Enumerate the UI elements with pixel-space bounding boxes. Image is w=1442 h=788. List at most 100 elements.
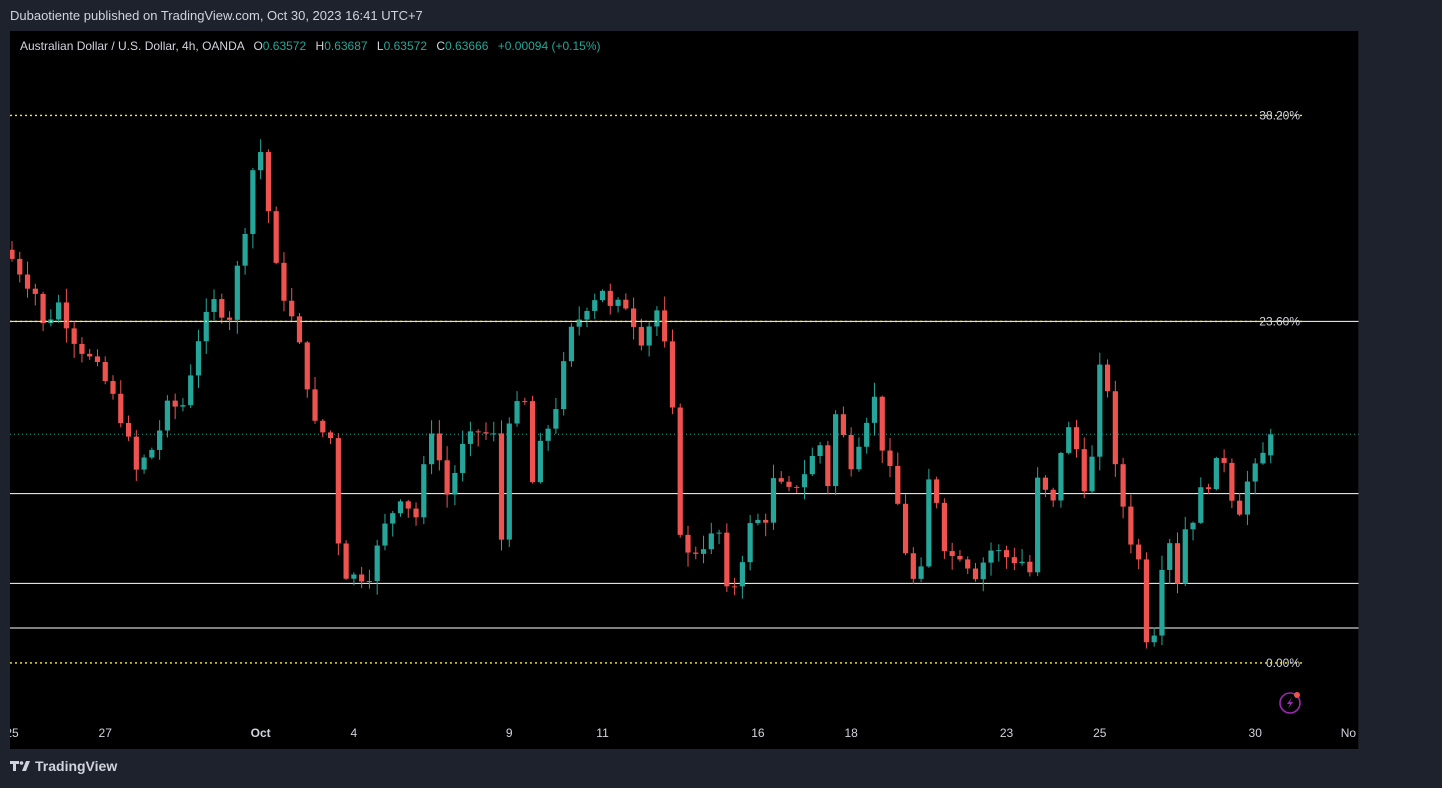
candle-body [1182, 529, 1188, 584]
candle-body [102, 361, 108, 382]
candle-body [188, 375, 194, 406]
candle-body [1198, 487, 1204, 523]
candle-body [1167, 543, 1173, 570]
candle-body [662, 310, 668, 342]
candle-body [56, 302, 62, 320]
candle-body [1112, 391, 1118, 465]
candle-body [390, 513, 396, 524]
candle-body [514, 401, 520, 424]
candle-body [180, 405, 186, 407]
candle-body [452, 472, 458, 495]
candle-body [164, 400, 170, 431]
candle-body [467, 431, 474, 444]
candle-body [825, 445, 831, 487]
candle-body [359, 574, 365, 582]
candle-body [1003, 550, 1010, 558]
candle-body [677, 407, 683, 535]
low-value: 0.63572 [383, 39, 427, 53]
candle-body [592, 300, 598, 311]
candle-body [110, 381, 116, 394]
candle-body [157, 430, 163, 450]
candle-body [910, 553, 916, 579]
candle-body [498, 433, 505, 540]
candle-body [934, 479, 940, 503]
candle-body [281, 262, 287, 301]
candle-body [265, 152, 272, 212]
candle-body [755, 519, 761, 524]
candle-body [87, 353, 93, 357]
change-value: +0.00094 (+0.15%) [497, 39, 601, 53]
candle-body [234, 265, 240, 320]
x-tick-label: 27 [99, 726, 113, 740]
candle-body [1143, 559, 1150, 643]
candle-body [553, 409, 559, 429]
candle-body [747, 523, 753, 563]
candle-body [809, 455, 815, 475]
open-value: 0.63572 [262, 39, 307, 53]
candle-body [436, 433, 442, 461]
candle-body [965, 559, 971, 569]
chart-area[interactable]: 0.654000.652000.650000.648000.646000.644… [10, 31, 1359, 749]
candle-body [17, 258, 23, 275]
x-tick-label: 23 [1000, 726, 1014, 740]
candle-body [996, 550, 1002, 552]
candle-body [988, 550, 994, 563]
candle-body [118, 393, 124, 424]
candle-body [327, 432, 334, 439]
publisher-line: Dubaotiente published on TradingView.com… [10, 8, 423, 23]
candle-body [700, 549, 707, 554]
candle-body [1058, 452, 1064, 501]
candle-body [289, 300, 295, 317]
candle-body [879, 396, 885, 451]
candle-body [1073, 427, 1080, 450]
fib-level-label: 0.00% [1266, 656, 1300, 670]
candle-body [1260, 452, 1266, 464]
candle-body [1268, 434, 1274, 456]
candle-body [1042, 477, 1049, 490]
close-value: 0.63666 [445, 39, 489, 53]
candle-body [475, 431, 481, 433]
candle-body [1081, 449, 1087, 492]
candle-body [840, 414, 846, 435]
candle-body [374, 545, 380, 582]
candle-body [1019, 561, 1025, 564]
candle-body [397, 501, 404, 514]
low-label: L [376, 39, 384, 53]
candle-body [40, 293, 46, 324]
candle-body [10, 249, 15, 259]
candle-body [1011, 557, 1017, 564]
candle-body [1120, 464, 1126, 507]
tradingview-logo[interactable]: TradingView [10, 758, 117, 774]
fib-level-label: 38.20% [1259, 108, 1300, 122]
candle-body [522, 401, 528, 403]
candle-body [949, 551, 955, 556]
candle-body [1252, 463, 1258, 482]
candle-body [491, 433, 497, 435]
candle-body [926, 479, 932, 567]
candle-body [1104, 364, 1111, 392]
candle-body [716, 532, 722, 534]
candle-body [24, 274, 31, 289]
candle-body [708, 533, 714, 550]
candle-body [94, 356, 101, 362]
candle-body [1190, 522, 1196, 530]
candle-body [219, 299, 225, 318]
candle-body [1089, 456, 1095, 492]
candle-body [172, 400, 178, 407]
candle-body [1237, 500, 1243, 515]
close-label: C [436, 39, 446, 53]
candle-body [211, 299, 217, 312]
x-tick-label: 4 [351, 726, 358, 740]
candle-body [304, 342, 310, 390]
candle-body [141, 457, 147, 470]
price-chart[interactable]: 0.654000.652000.650000.648000.646000.644… [10, 31, 1359, 749]
candle-body [856, 446, 862, 470]
horizontal-levels [10, 320, 1359, 629]
candle-body [763, 519, 769, 523]
lightning-icon[interactable] [1279, 692, 1301, 714]
candle-body [770, 478, 777, 523]
candle-body [273, 211, 279, 263]
candle-body [871, 396, 878, 423]
candle-body [203, 311, 209, 342]
candle-body [941, 502, 947, 552]
